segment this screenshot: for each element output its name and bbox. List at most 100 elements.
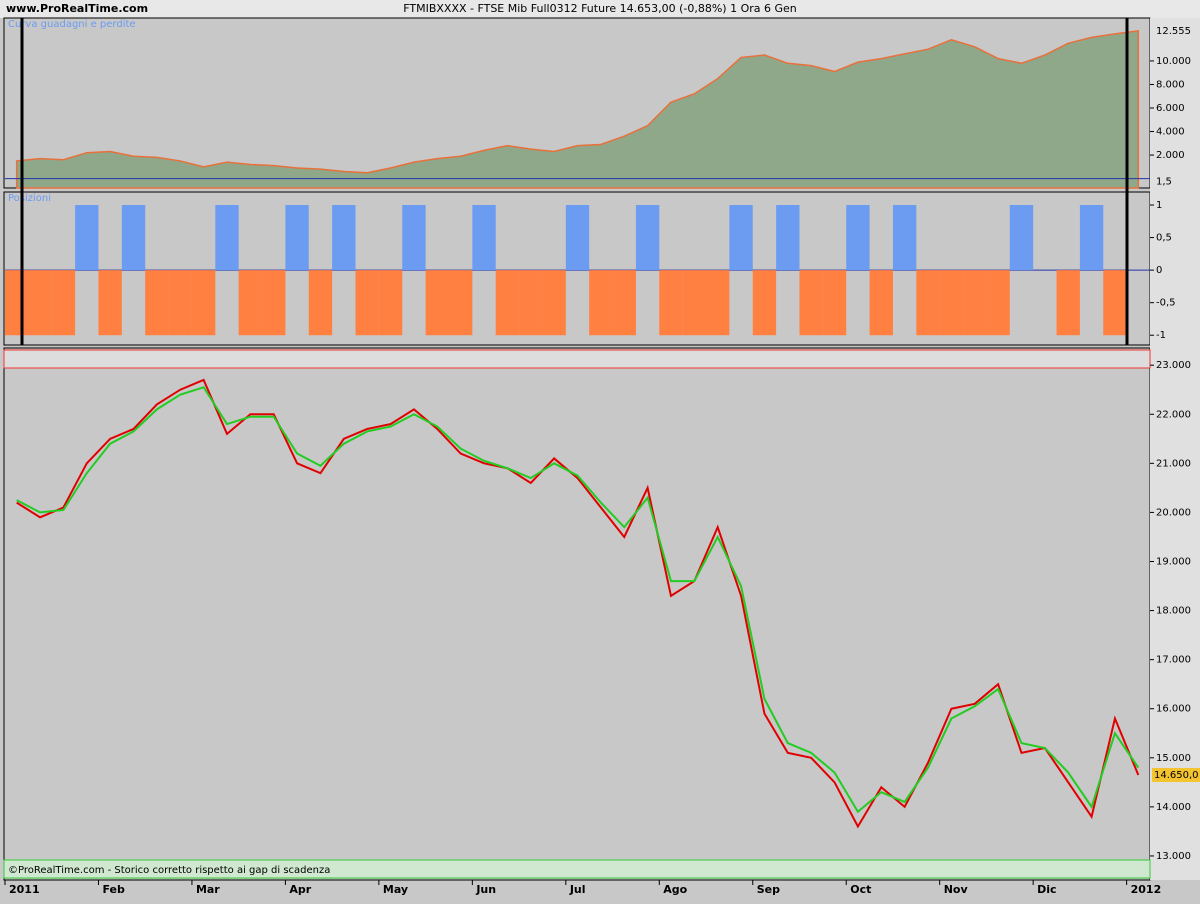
position-bar — [355, 270, 379, 336]
position-bar — [1056, 270, 1080, 336]
position-bar — [963, 270, 987, 336]
position-bar — [262, 270, 286, 336]
y-tick-label: 13.000 — [1156, 851, 1191, 862]
panel-title: Curva guadagni e perdite — [8, 19, 136, 30]
position-bar — [822, 270, 847, 336]
y-tick-label: 14.000 — [1156, 802, 1191, 813]
x-tick-label: 2012 — [1131, 883, 1162, 896]
y-tick-label: 18.000 — [1156, 606, 1191, 617]
label-strip — [3, 349, 1151, 369]
title-bar — [0, 0, 1200, 18]
axis-area — [1150, 18, 1200, 880]
position-bar — [121, 205, 146, 271]
position-bar — [425, 270, 449, 336]
position-bar — [1103, 270, 1127, 336]
position-bar — [706, 270, 730, 336]
position-bar — [1079, 205, 1104, 271]
position-bar — [799, 270, 823, 336]
x-tick-label: Oct — [850, 883, 871, 896]
position-bar — [472, 205, 496, 271]
position-bar — [752, 270, 777, 336]
last-box — [1152, 767, 1200, 782]
position-bar — [776, 205, 800, 271]
position-bar — [565, 205, 590, 271]
position-bar — [495, 270, 520, 336]
position-bar — [191, 270, 216, 336]
base-label: 1,5 — [1156, 177, 1172, 188]
position-bar — [145, 270, 169, 336]
last-label: 14.650,0 — [1154, 770, 1199, 781]
position-bar — [939, 270, 964, 336]
y-tick-label: -0,5 — [1156, 298, 1176, 309]
x-tick-label: 2011 — [9, 883, 40, 896]
position-bar — [869, 270, 893, 336]
position-bar — [916, 270, 940, 336]
position-bar — [1009, 205, 1034, 271]
y-tick-label: -1 — [1156, 330, 1166, 341]
x-tick-label: May — [383, 883, 408, 896]
y-tick-label: 2.000 — [1156, 150, 1185, 161]
position-bar — [75, 205, 99, 271]
y-tick-label: 21.000 — [1156, 458, 1191, 469]
header-title: FTMIBXXXX - FTSE Mib Full0312 Future 14.… — [403, 2, 797, 15]
y-tick-label: 22.000 — [1156, 409, 1191, 420]
position-bar — [332, 205, 356, 271]
panel — [3, 347, 1151, 881]
equity-area — [15, 30, 1140, 189]
position-bar — [542, 270, 566, 336]
x-tick-label: Nov — [944, 883, 969, 896]
x-tick-label: Jul — [569, 883, 586, 896]
position-bar — [448, 270, 473, 336]
last-label: 12.555 — [1156, 26, 1191, 37]
label-strip — [3, 859, 1151, 879]
x-tick-label: Mar — [196, 883, 220, 896]
position-bar — [846, 205, 870, 271]
position-bar — [612, 270, 636, 336]
position-bar — [892, 205, 917, 271]
y-tick-label: 4.000 — [1156, 127, 1185, 138]
y-tick-label: 20.000 — [1156, 507, 1191, 518]
site: www.ProRealTime.com — [6, 2, 148, 15]
y-tick-label: 0,5 — [1156, 233, 1172, 244]
y-tick-label: 19.000 — [1156, 556, 1191, 567]
panel-title: Posizioni — [8, 193, 51, 204]
x-tick-label: Apr — [289, 883, 311, 896]
x-tick-label: Jun — [475, 883, 496, 896]
x-tick-label: Ago — [663, 883, 687, 896]
position-bar — [682, 270, 707, 336]
y-tick-label: 17.000 — [1156, 655, 1191, 666]
y-tick-label: 6.000 — [1156, 103, 1185, 114]
y-tick-label: 16.000 — [1156, 704, 1191, 715]
position-bar — [659, 270, 683, 336]
position-bar — [402, 205, 426, 271]
x-tick-label: Feb — [102, 883, 125, 896]
position-bar — [308, 270, 333, 336]
series-line — [16, 378, 1140, 829]
position-bar — [98, 270, 122, 336]
y-tick-label: 8.000 — [1156, 79, 1185, 90]
position-bar — [285, 205, 309, 271]
position-bar — [589, 270, 613, 336]
footer: ©ProRealTime.com - Storico corretto risp… — [8, 865, 330, 876]
position-bar — [28, 270, 52, 336]
position-bar — [215, 205, 239, 271]
position-bar — [635, 205, 660, 271]
series-line — [16, 386, 1140, 814]
position-bar — [168, 270, 192, 336]
position-bar — [519, 270, 543, 336]
position-bar — [729, 205, 753, 271]
x-tick-label: Sep — [757, 883, 780, 896]
position-bar — [238, 270, 263, 336]
y-tick-label: 1 — [1156, 200, 1162, 211]
y-tick-label: 15.000 — [1156, 753, 1191, 764]
y-tick-label: 0 — [1156, 265, 1162, 276]
position-bar — [986, 270, 1010, 336]
y-tick-label: 10.000 — [1156, 56, 1191, 67]
x-tick-label: Dic — [1037, 883, 1056, 896]
position-bar — [5, 270, 29, 336]
y-tick-label: 23.000 — [1156, 360, 1191, 371]
position-bar — [378, 270, 403, 336]
position-bar — [51, 270, 76, 336]
